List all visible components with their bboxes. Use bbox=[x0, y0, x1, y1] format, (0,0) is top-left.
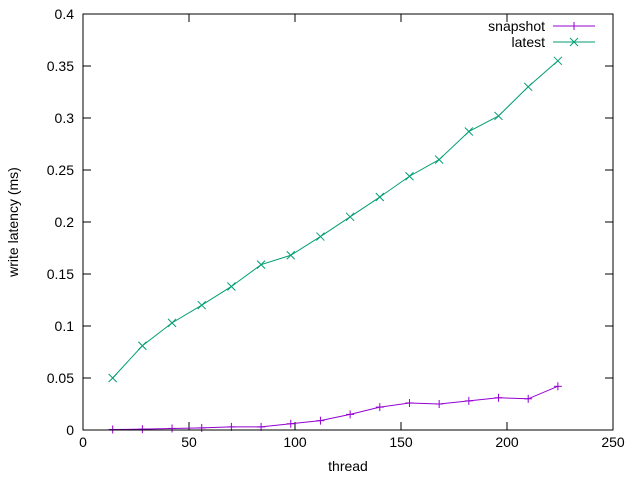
data-point-latest bbox=[256, 260, 266, 269]
data-point-latest bbox=[345, 212, 355, 222]
series-latest bbox=[108, 56, 563, 383]
data-point-latest-d2 bbox=[167, 318, 177, 328]
data-point-latest bbox=[167, 318, 177, 328]
data-point-snapshot bbox=[435, 400, 444, 408]
data-point-latest bbox=[227, 282, 236, 291]
series-line-latest bbox=[112, 60, 559, 379]
data-point-latest-d2 bbox=[286, 250, 296, 260]
data-point-latest bbox=[138, 341, 147, 351]
data-point-snapshot bbox=[524, 394, 533, 403]
data-point-latest bbox=[494, 111, 503, 121]
data-point-latest-d2 bbox=[553, 56, 563, 66]
y-tick-label: 0.35 bbox=[47, 58, 74, 74]
data-point-latest-d2 bbox=[108, 373, 118, 383]
data-point-snapshot bbox=[346, 410, 355, 419]
data-point-snapshot bbox=[168, 424, 177, 433]
data-point-latest-d2 bbox=[256, 260, 266, 269]
x-tick-label: 100 bbox=[283, 434, 307, 450]
y-tick-label: 0.1 bbox=[55, 318, 75, 334]
data-point-latest bbox=[434, 155, 444, 164]
data-point-latest-d2 bbox=[316, 232, 325, 241]
y-axis-label: write latency (ms) bbox=[5, 167, 21, 278]
data-point-latest bbox=[553, 56, 563, 66]
series-lines bbox=[108, 56, 563, 434]
data-point-latest bbox=[375, 192, 385, 202]
data-point-snapshot bbox=[494, 393, 503, 402]
data-point-latest-d2 bbox=[494, 111, 503, 121]
data-point-latest bbox=[464, 127, 474, 136]
data-point-latest-d2 bbox=[405, 171, 414, 181]
y-tick-label: 0.2 bbox=[55, 214, 75, 230]
x-tick-label: 50 bbox=[181, 434, 197, 450]
x-axis-label: thread bbox=[328, 458, 368, 474]
x-tick-label: 0 bbox=[79, 434, 87, 450]
x-tick-label: 150 bbox=[389, 434, 413, 450]
data-point-snapshot bbox=[464, 396, 473, 405]
x-tick-label: 200 bbox=[495, 434, 519, 450]
data-point-snapshot bbox=[197, 423, 206, 432]
data-point-latest-d2 bbox=[464, 127, 474, 136]
axis-ticks: 0 50 100 150 200 250 0 0.05 0.1 0.15 0.2 0.25 0.3 0.3… bbox=[47, 6, 625, 450]
data-point-latest-d2 bbox=[197, 300, 207, 310]
data-point-latest-d2 bbox=[523, 82, 533, 92]
data-point-snapshot bbox=[375, 403, 384, 412]
legend-marker-latest-d2 bbox=[569, 37, 579, 47]
legend-label-snapshot: snapshot bbox=[488, 18, 545, 34]
data-point-snapshot bbox=[316, 416, 325, 425]
legend-marker-latest bbox=[569, 37, 579, 47]
y-tick-label: 0.05 bbox=[47, 370, 74, 386]
data-point-latest bbox=[523, 82, 533, 92]
data-point-latest-d2 bbox=[434, 155, 444, 164]
plot-frame bbox=[82, 13, 614, 431]
legend-marker-snapshot bbox=[570, 22, 578, 30]
x-tick-label: 250 bbox=[601, 434, 625, 450]
legend-label-latest: latest bbox=[512, 34, 546, 50]
data-point-snapshot bbox=[405, 398, 414, 407]
y-tick-label: 0.4 bbox=[55, 6, 75, 22]
data-point-snapshot bbox=[108, 425, 117, 434]
data-point-latest bbox=[108, 373, 118, 383]
data-point-latest bbox=[316, 232, 325, 241]
data-point-latest-d2 bbox=[138, 341, 147, 351]
data-point-latest-d2 bbox=[227, 282, 236, 291]
series-snapshot bbox=[108, 382, 562, 434]
data-point-snapshot bbox=[138, 425, 147, 434]
data-point-latest-d2 bbox=[345, 212, 355, 222]
y-tick-label: 0 bbox=[66, 422, 74, 438]
data-point-latest bbox=[286, 250, 296, 260]
series-line-snapshot bbox=[112, 385, 559, 430]
data-point-snapshot bbox=[553, 382, 562, 391]
data-point-snapshot bbox=[286, 419, 295, 428]
y-tick-label: 0.25 bbox=[47, 162, 74, 178]
data-point-latest bbox=[405, 171, 414, 181]
y-tick-label: 0.15 bbox=[47, 266, 74, 282]
y-tick-label: 0.3 bbox=[55, 110, 75, 126]
data-point-latest bbox=[197, 300, 207, 310]
data-point-latest-d2 bbox=[375, 192, 385, 202]
